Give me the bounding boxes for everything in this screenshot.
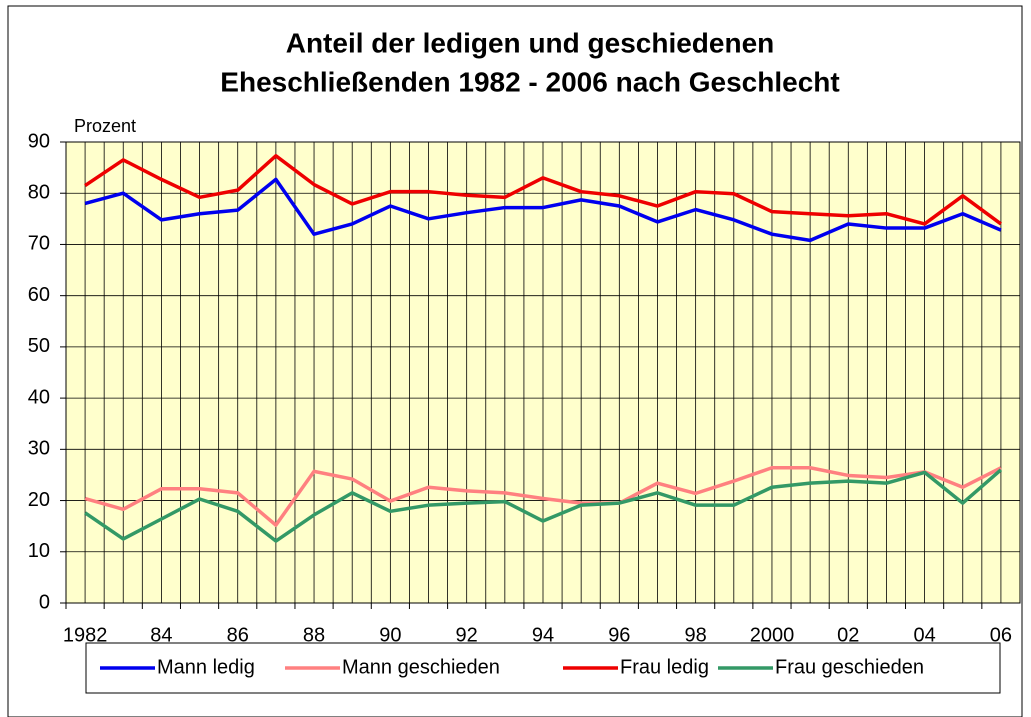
- y-tick-label: 30: [28, 438, 50, 460]
- legend-label: Frau geschieden: [775, 656, 924, 678]
- y-axis-label: Prozent: [74, 116, 136, 136]
- y-tick-label: 50: [28, 335, 50, 357]
- chart-title: Anteil der ledigen und geschiedenen: [286, 27, 775, 58]
- legend-box: [85, 642, 1001, 694]
- legend-label: Mann ledig: [157, 656, 255, 678]
- x-tick-label: 98: [685, 624, 707, 646]
- x-tick-label: 86: [227, 624, 249, 646]
- y-tick-label: 80: [28, 182, 50, 204]
- x-tick-label: 94: [532, 624, 554, 646]
- x-tick-label: 06: [990, 624, 1012, 646]
- x-tick-label: 1982: [63, 624, 108, 646]
- y-tick-label: 90: [28, 130, 50, 152]
- line-series: [84, 154, 1002, 226]
- y-tick-label: 70: [28, 233, 50, 255]
- x-tick-label: 92: [456, 624, 478, 646]
- legend-label: Mann geschieden: [342, 656, 500, 678]
- line-series: [84, 177, 1002, 243]
- y-tick-label: 0: [39, 591, 50, 613]
- y-tick-label: 60: [28, 284, 50, 306]
- line-series: [84, 468, 1003, 543]
- legend-label: Frau ledig: [620, 656, 709, 678]
- x-tick-label: 04: [913, 624, 935, 646]
- y-tick-label: 40: [28, 386, 50, 408]
- x-tick-label: 2000: [750, 624, 795, 646]
- chart-subtitle: Eheschließenden 1982 - 2006 nach Geschle…: [220, 66, 839, 97]
- x-tick-label: 02: [837, 624, 859, 646]
- y-tick-label: 10: [28, 540, 50, 562]
- x-tick-label: 96: [608, 624, 630, 646]
- x-tick-label: 90: [379, 624, 401, 646]
- x-tick-label: 88: [303, 624, 325, 646]
- line-series: [84, 466, 1002, 527]
- x-tick-label: 84: [150, 624, 172, 646]
- y-tick-label: 20: [28, 489, 50, 511]
